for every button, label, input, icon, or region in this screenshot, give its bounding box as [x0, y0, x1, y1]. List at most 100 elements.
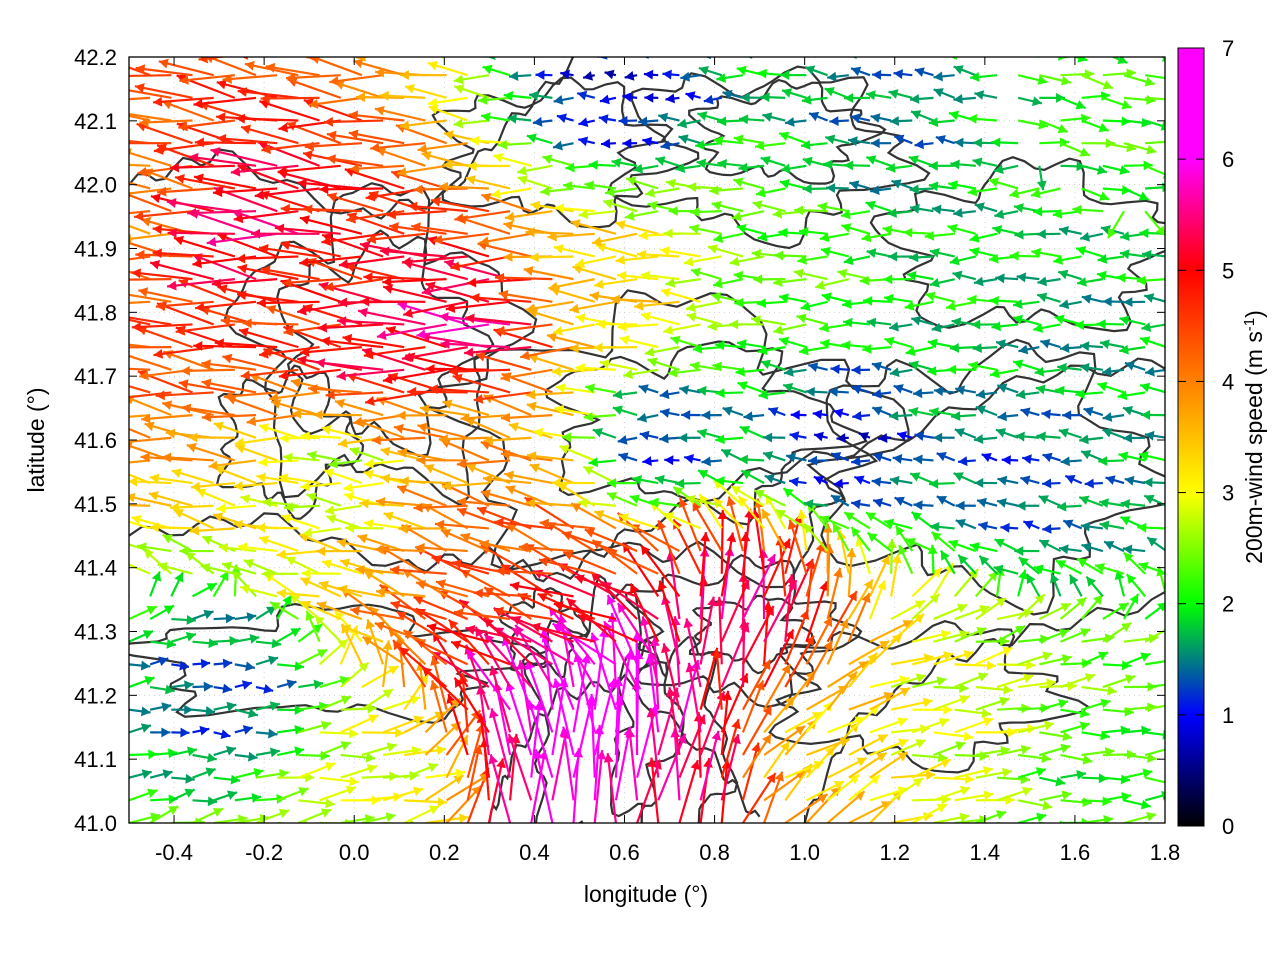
- wind-vector: [129, 210, 130, 212]
- wind-vector-head: [233, 213, 244, 224]
- wind-vector-head: [974, 276, 984, 287]
- wind-vector-head: [563, 181, 573, 191]
- wind-vector-head: [138, 287, 149, 297]
- wind-vector: [222, 355, 278, 371]
- wind-vector-head: [723, 44, 733, 53]
- wind-vector-head: [801, 94, 812, 105]
- wind-vector-head: [634, 300, 644, 311]
- wind-vector-head: [503, 252, 513, 262]
- wind-vector-head: [569, 303, 580, 314]
- wind-vector-head: [698, 65, 709, 76]
- wind-vector-head: [1014, 229, 1024, 240]
- wind-vector: [363, 275, 426, 281]
- wind-vector: [614, 726, 632, 801]
- wind-vector: [1145, 660, 1165, 666]
- wind-vector-head: [689, 224, 700, 234]
- wind-vector-head: [851, 364, 861, 375]
- wind-vector-head: [219, 571, 229, 582]
- wind-vector-head: [140, 723, 151, 733]
- wind-vector-head: [665, 687, 676, 697]
- wind-vector: [236, 293, 299, 303]
- wind-vector: [450, 255, 511, 270]
- wind-vector-head: [146, 605, 157, 615]
- wind-vector: [296, 300, 363, 314]
- wind-vector-head: [140, 452, 150, 463]
- wind-vector-head: [781, 538, 791, 549]
- wind-vector-head: [1060, 456, 1070, 467]
- wind-vector-head: [882, 225, 893, 235]
- wind-vector-head: [448, 366, 459, 377]
- wind-vector-head: [637, 412, 648, 423]
- wind-vector-head: [1119, 249, 1130, 260]
- wind-vector: [475, 353, 532, 371]
- wind-vector-head: [1138, 562, 1149, 572]
- wind-vector: [462, 44, 489, 53]
- wind-vector-head: [997, 475, 1008, 486]
- wind-vector-head: [867, 532, 878, 543]
- wind-vector: [238, 328, 299, 349]
- wind-vector-head: [823, 616, 833, 628]
- colorbar-tick-label: 0: [1222, 814, 1234, 839]
- wind-vector-head: [408, 201, 418, 212]
- wind-vector-head: [517, 165, 527, 176]
- wind-vector: [135, 66, 193, 77]
- wind-vector-head: [949, 110, 960, 121]
- wind-vector-head: [642, 136, 653, 147]
- wind-vector-head: [363, 272, 373, 283]
- wind-vector: [324, 278, 384, 290]
- wind-vector: [323, 119, 384, 124]
- wind-vector-head: [811, 712, 823, 721]
- wind-vector: [447, 693, 469, 756]
- wind-vector-head: [397, 485, 408, 495]
- wind-vector: [530, 749, 547, 823]
- wind-vector: [453, 677, 490, 733]
- wind-vector-head: [952, 270, 963, 281]
- wind-vector-head: [889, 475, 900, 486]
- wind-vector: [258, 246, 320, 258]
- wind-vector: [413, 187, 468, 191]
- wind-vector-head: [140, 706, 151, 717]
- wind-vector-head: [176, 74, 187, 84]
- wind-vector-head: [413, 786, 424, 797]
- wind-vector-head: [226, 790, 238, 800]
- wind-vector-head: [1144, 293, 1155, 303]
- wind-vector-head: [334, 33, 344, 42]
- wind-vector-head: [144, 421, 155, 432]
- wind-vector-head: [736, 223, 747, 234]
- wind-vector: [129, 96, 151, 101]
- wind-vector: [720, 718, 740, 778]
- wind-vector-head: [1081, 294, 1092, 304]
- wind-vector-head: [450, 261, 461, 272]
- wind-vector-head: [1079, 721, 1090, 732]
- wind-vector: [572, 653, 589, 733]
- wind-vector-head: [374, 105, 385, 116]
- wind-vector-head: [1041, 753, 1051, 763]
- wind-vector-head: [101, 417, 111, 426]
- wind-vector-head: [417, 143, 428, 154]
- wind-vector-head: [404, 83, 415, 94]
- wind-vector-head: [500, 372, 511, 383]
- wind-vector-head: [299, 533, 310, 543]
- wind-vector-head: [1100, 698, 1111, 709]
- wind-vector: [639, 53, 658, 56]
- wind-vector-head: [559, 726, 570, 737]
- wind-vector-head: [612, 389, 623, 400]
- wind-vector-head: [532, 116, 543, 127]
- wind-vector: [129, 316, 172, 326]
- wind-vector-head: [242, 318, 252, 329]
- wind-vector-head: [158, 58, 169, 69]
- wind-vector-head: [624, 70, 635, 81]
- wind-vector-head: [1001, 455, 1011, 466]
- x-tick-label: 1.8: [1150, 840, 1181, 865]
- wind-vector-head: [1121, 660, 1132, 671]
- wind-vector-head: [399, 120, 410, 131]
- wind-vector-head: [983, 790, 994, 801]
- wind-vector-head: [740, 92, 750, 103]
- wind-vector: [129, 367, 151, 371]
- wind-vector-head: [751, 742, 761, 753]
- wind-vector-head: [953, 65, 964, 75]
- wind-vector-head: [911, 110, 922, 120]
- wind-vector-head: [969, 233, 980, 243]
- wind-vector: [629, 523, 680, 553]
- wind-vector-head: [572, 264, 583, 274]
